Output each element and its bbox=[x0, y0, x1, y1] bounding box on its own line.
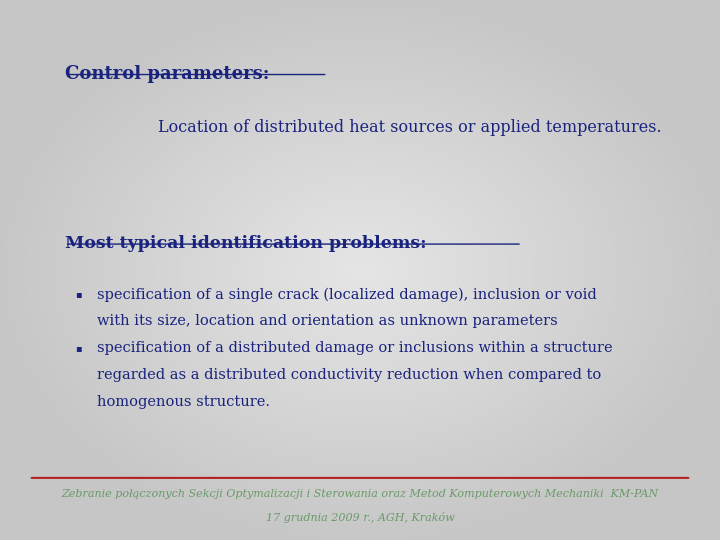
Text: 17 grudnia 2009 r., AGH, Kraków: 17 grudnia 2009 r., AGH, Kraków bbox=[266, 512, 454, 523]
Text: homogenous structure.: homogenous structure. bbox=[97, 395, 270, 409]
Text: specification of a distributed damage or inclusions within a structure: specification of a distributed damage or… bbox=[97, 341, 613, 355]
Text: Location of distributed heat sources or applied temperatures.: Location of distributed heat sources or … bbox=[158, 119, 662, 136]
Text: ▪: ▪ bbox=[76, 343, 82, 353]
Text: with its size, location and orientation as unknown parameters: with its size, location and orientation … bbox=[97, 314, 558, 328]
Text: specification of a single crack (localized damage), inclusion or void: specification of a single crack (localiz… bbox=[97, 287, 597, 302]
Text: Most typical identification problems:: Most typical identification problems: bbox=[65, 235, 426, 252]
Text: Zebranie połączonych Sekcji Optymalizacji i Sterowania oraz Metod Komputerowych : Zebranie połączonych Sekcji Optymalizacj… bbox=[61, 489, 659, 499]
Text: regarded as a distributed conductivity reduction when compared to: regarded as a distributed conductivity r… bbox=[97, 368, 601, 382]
Text: ▪: ▪ bbox=[76, 289, 82, 299]
Text: Control parameters:: Control parameters: bbox=[65, 65, 269, 83]
